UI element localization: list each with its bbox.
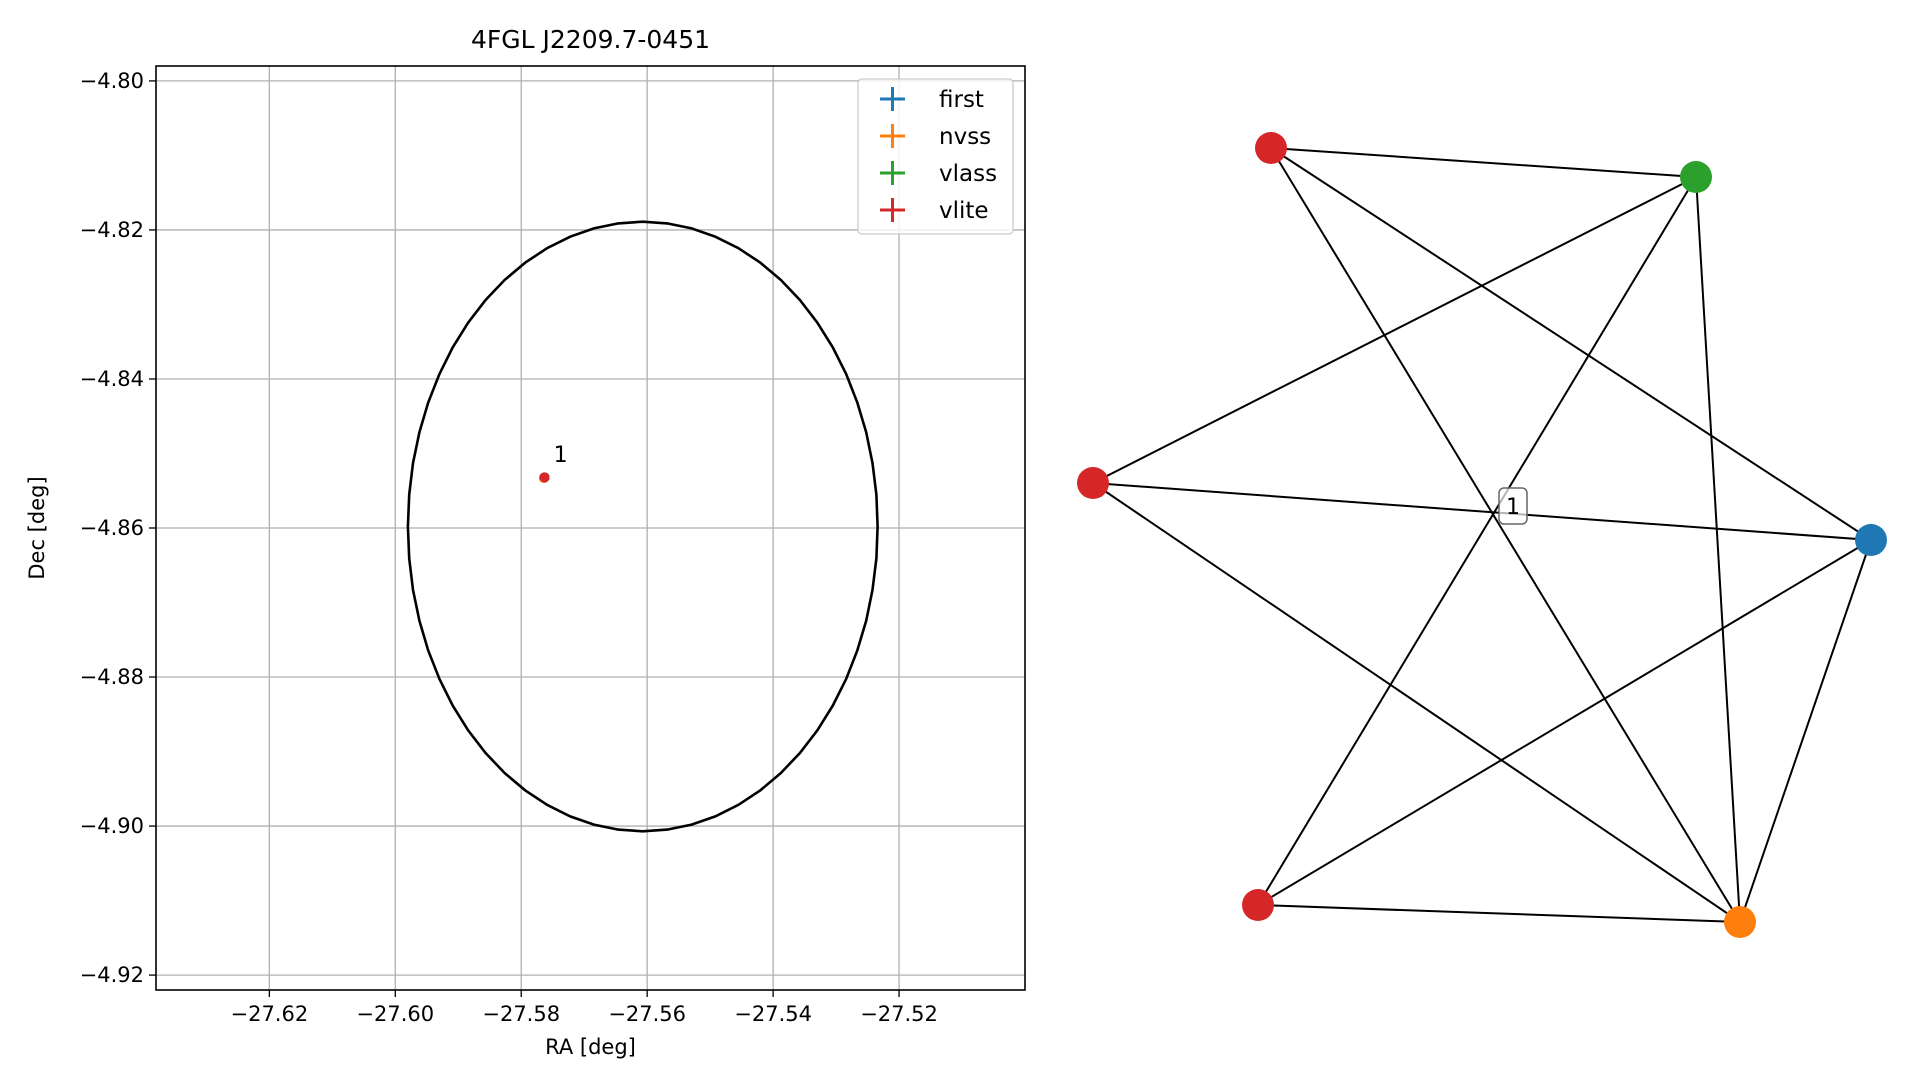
x-axis-label: RA [deg] bbox=[545, 1035, 636, 1059]
x-tick-label: −27.58 bbox=[482, 1002, 560, 1026]
network-panel: 1 bbox=[1077, 132, 1887, 938]
legend-items: first nvss vlass vlite bbox=[880, 87, 997, 224]
network-label-box bbox=[1498, 487, 1528, 525]
network-edge bbox=[1092, 176, 1697, 484]
y-ticks: −4.80 −4.82 −4.84 −4.86 −4.88 −4.90 −4.92 bbox=[80, 69, 156, 987]
y-tick-label: −4.88 bbox=[80, 665, 144, 689]
x-ticks: −27.62 −27.60 −27.58 −27.56 −27.54 −27.52 bbox=[230, 990, 938, 1026]
x-tick-label: −27.62 bbox=[230, 1002, 308, 1026]
y-tick-label: −4.80 bbox=[80, 69, 144, 93]
legend-box bbox=[857, 78, 1014, 235]
network-node bbox=[1077, 467, 1109, 499]
network-edge bbox=[1257, 904, 1741, 923]
nodes-layer bbox=[1077, 132, 1887, 938]
network-edge bbox=[1257, 539, 1872, 906]
legend-label: first bbox=[939, 87, 984, 113]
network-edge bbox=[1695, 176, 1741, 923]
uncertainty-ellipse-layer bbox=[406, 220, 879, 833]
y-tick-label: −4.92 bbox=[80, 963, 144, 987]
network-node bbox=[1855, 524, 1887, 556]
scatter-panel: 4FGL J2209.7-0451 1 −27.62 −27.60 −27.58 −2… bbox=[25, 25, 1026, 1059]
network-edge bbox=[1270, 147, 1872, 541]
annotation-layer: 1 bbox=[554, 443, 568, 468]
network-edge bbox=[1270, 147, 1741, 923]
data-point-vlite bbox=[539, 472, 550, 483]
network-node bbox=[1680, 161, 1712, 193]
legend-label: nvss bbox=[939, 124, 991, 150]
legend: first nvss vlass vlite bbox=[857, 78, 1014, 235]
x-tick-label: −27.56 bbox=[608, 1002, 686, 1026]
network-node bbox=[1242, 889, 1274, 921]
legend-label: vlass bbox=[939, 161, 997, 187]
uncertainty-ellipse bbox=[406, 220, 879, 833]
x-tick-label: −27.60 bbox=[356, 1002, 434, 1026]
legend-item-vlass: vlass bbox=[880, 161, 997, 187]
network-edge bbox=[1270, 147, 1697, 178]
y-tick-label: −4.86 bbox=[80, 516, 144, 540]
network-node bbox=[1724, 906, 1756, 938]
y-tick-label: −4.90 bbox=[80, 814, 144, 838]
legend-item-first: first bbox=[880, 87, 984, 113]
x-tick-label: −27.54 bbox=[734, 1002, 812, 1026]
chart-title: 4FGL J2209.7-0451 bbox=[471, 25, 710, 54]
y-tick-label: −4.82 bbox=[80, 218, 144, 242]
legend-item-vlite: vlite bbox=[880, 198, 989, 224]
network-label: 1 bbox=[1506, 495, 1520, 520]
edges-layer bbox=[1092, 147, 1872, 923]
legend-item-nvss: nvss bbox=[880, 124, 991, 150]
network-label-layer: 1 bbox=[1498, 487, 1528, 525]
points-layer bbox=[538, 472, 550, 484]
network-node bbox=[1255, 132, 1287, 164]
network-edge bbox=[1739, 539, 1872, 923]
network-edge bbox=[1092, 482, 1741, 923]
network-edge bbox=[1092, 482, 1872, 541]
y-tick-label: −4.84 bbox=[80, 367, 144, 391]
x-tick-label: −27.52 bbox=[860, 1002, 938, 1026]
legend-label: vlite bbox=[939, 198, 989, 224]
point-annotation: 1 bbox=[554, 443, 568, 468]
y-axis-label: Dec [deg] bbox=[25, 476, 49, 579]
network-edge bbox=[1257, 176, 1697, 906]
